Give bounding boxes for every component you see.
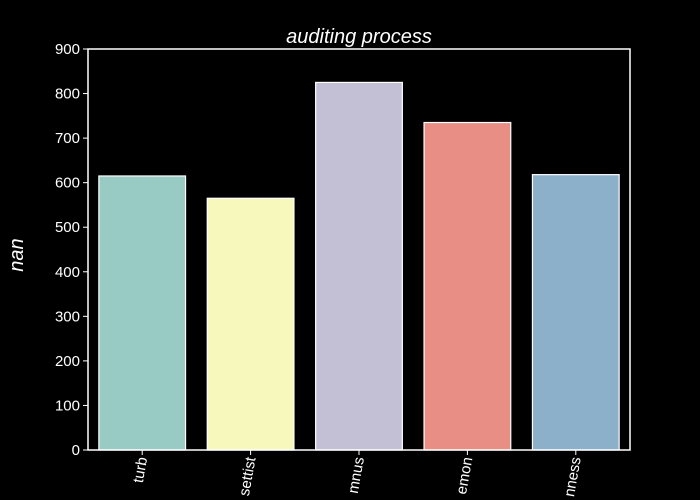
y-tick-label: 900: [55, 41, 80, 58]
y-tick-label: 100: [55, 397, 80, 414]
bar-nness: [531, 174, 620, 451]
plot-frame: [87, 48, 631, 451]
x-tick-label: settist: [236, 455, 260, 497]
x-tick-label: emon: [453, 456, 476, 496]
y-tick-label: 500: [55, 219, 80, 236]
bar-settist: [206, 197, 295, 451]
y-tick-label: 400: [55, 264, 80, 281]
x-tick-label: mnus: [345, 456, 368, 495]
y-tick-label: 0: [72, 442, 80, 459]
y-tick-label: 200: [55, 353, 80, 370]
chart-title: auditing process: [286, 26, 432, 48]
y-tick-label: 600: [55, 175, 80, 192]
bar-emon: [423, 121, 512, 451]
bar-turb: [98, 175, 187, 451]
y-tick-label: 700: [55, 130, 80, 147]
y-tick-label: 800: [55, 86, 80, 103]
x-tick-label: nness: [561, 456, 585, 498]
y-tick-label: 300: [55, 308, 80, 325]
y-axis-label: nan: [6, 238, 28, 271]
x-tick-label: turb: [130, 456, 151, 484]
bar-mnus: [315, 81, 403, 451]
